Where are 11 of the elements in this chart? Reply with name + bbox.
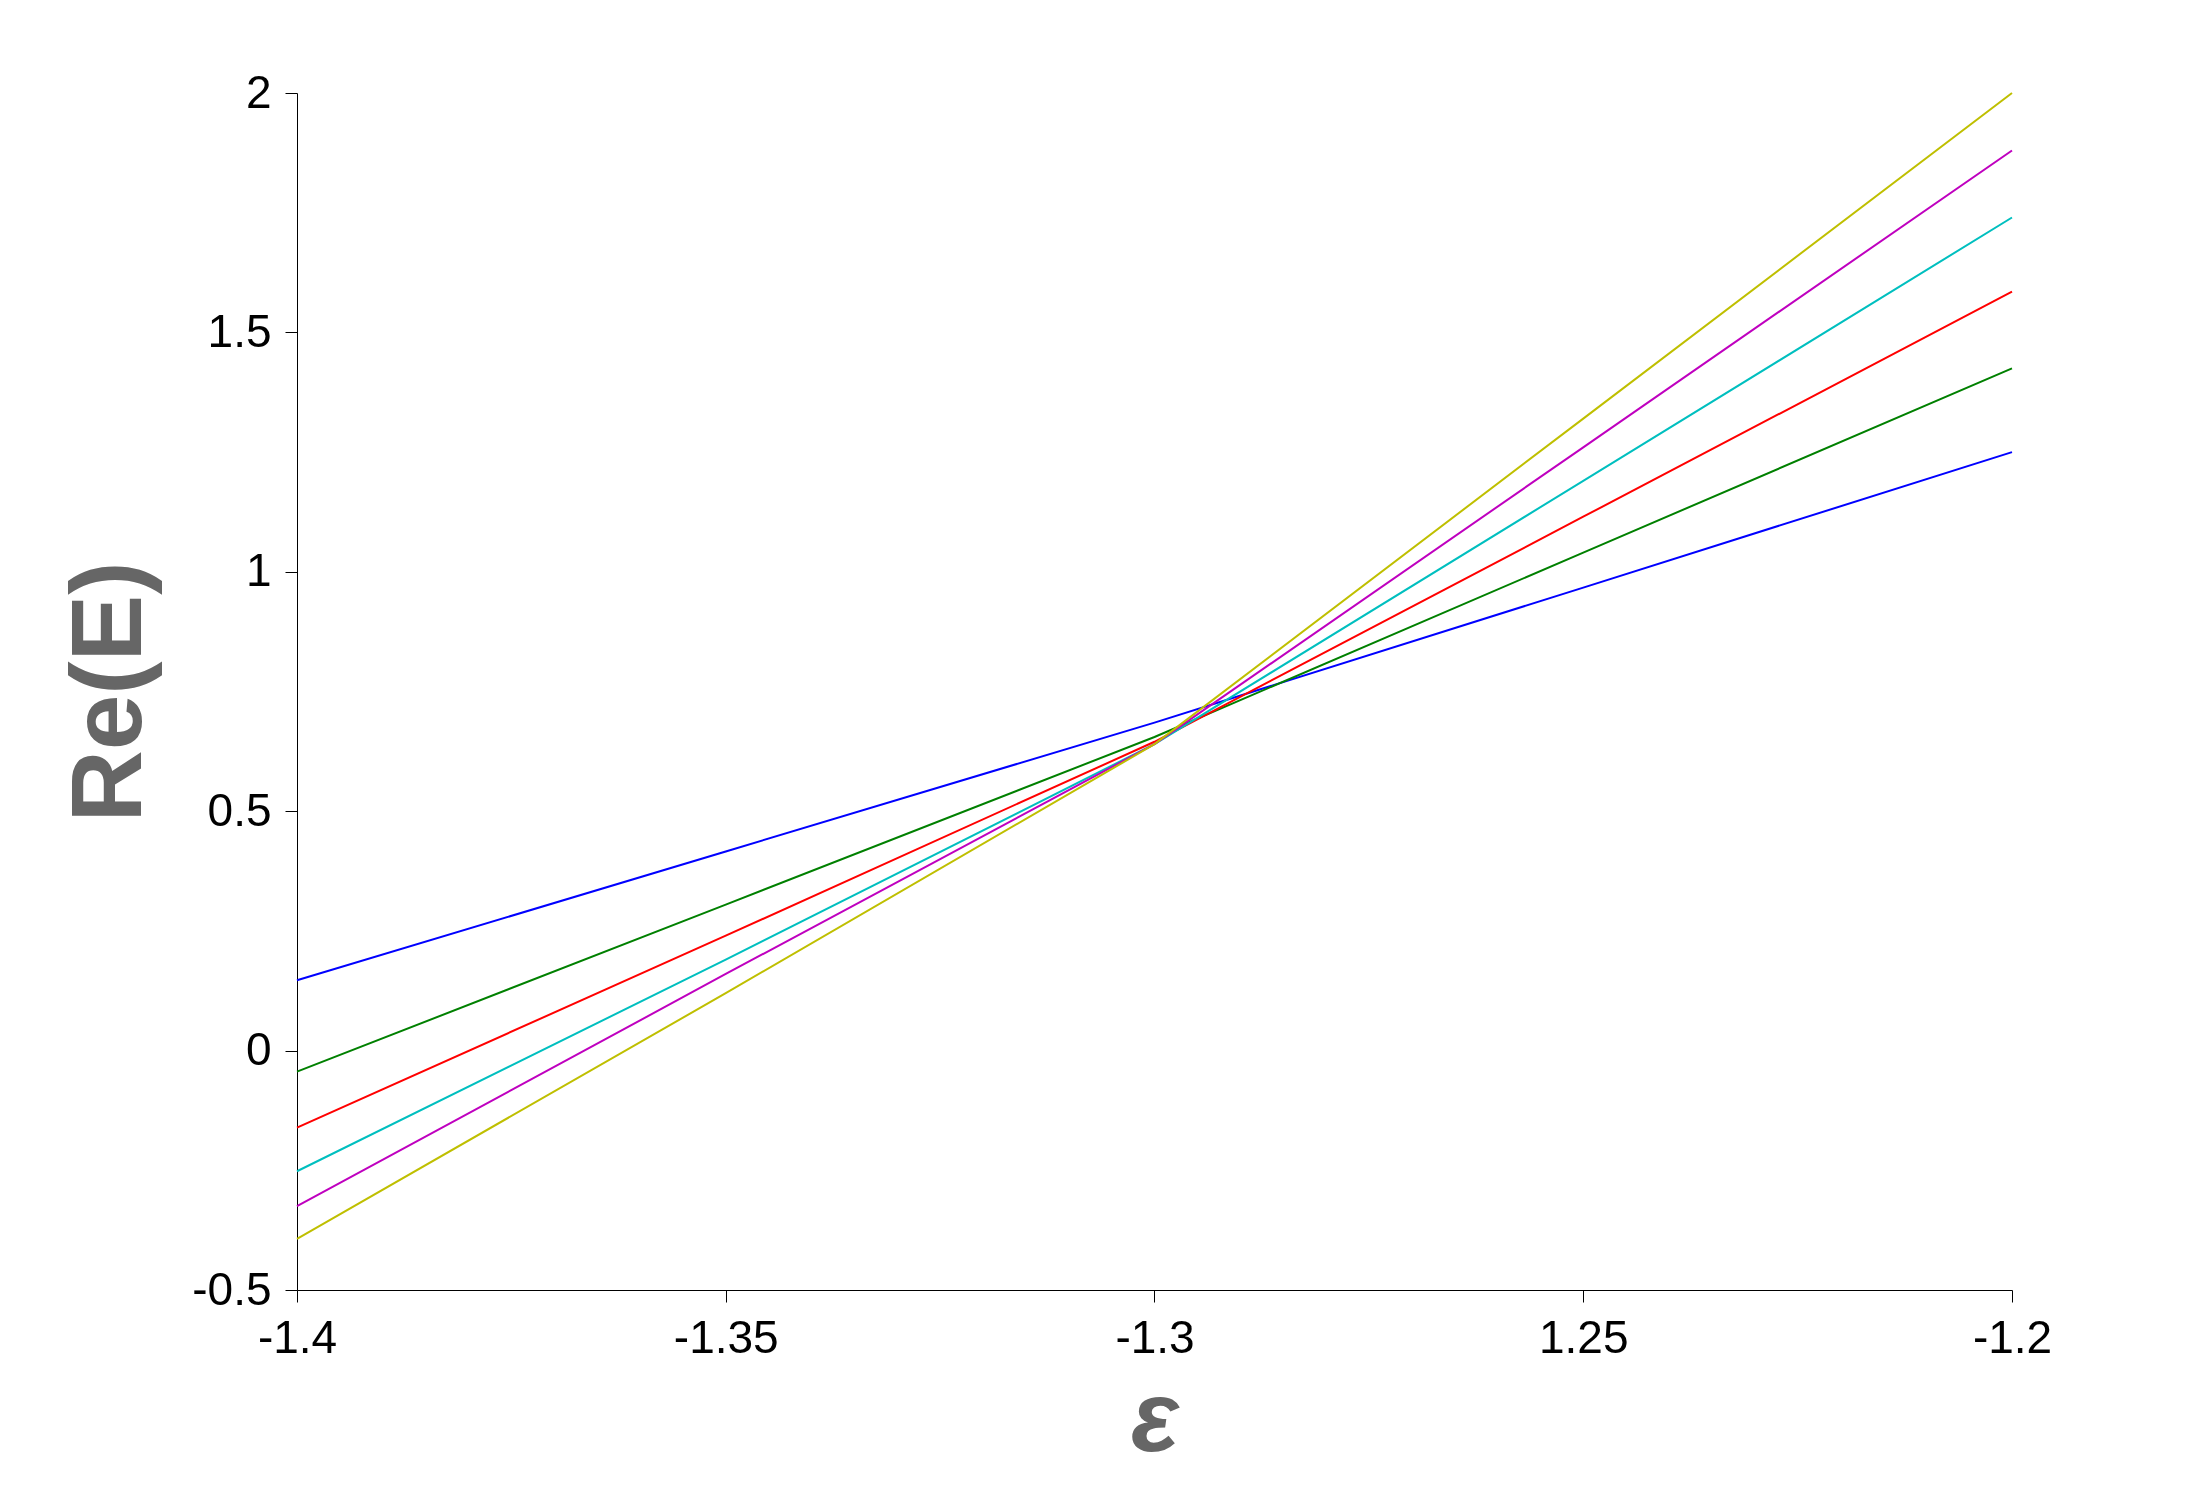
x-tick-label: -1.35 — [673, 1310, 779, 1363]
y-tick-label: 0 — [245, 1023, 272, 1076]
y-axis-title: Re(E) — [50, 561, 163, 823]
y-tick-label: 1 — [245, 544, 272, 597]
y-tick-label: 2 — [245, 65, 272, 118]
line-series — [296, 451, 2013, 982]
line-series — [296, 367, 2013, 1073]
y-tick-label: 0.5 — [207, 783, 272, 836]
x-tick-label: -1.2 — [1972, 1310, 2053, 1363]
y-tick-label: 1.5 — [207, 304, 272, 357]
x-tick-label: 1.25 — [1538, 1310, 1629, 1363]
